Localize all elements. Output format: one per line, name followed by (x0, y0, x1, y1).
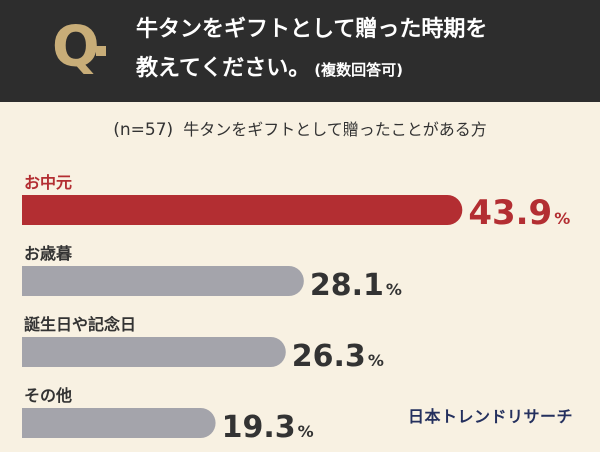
q-dot (96, 46, 106, 56)
category-label: お中元 (24, 173, 72, 192)
question-line2: 教えてください。 (複数回答可) (136, 52, 403, 87)
category-label: その他 (24, 386, 72, 405)
value-label: 26.3% (292, 339, 384, 374)
sample-size: (n=57) (113, 120, 174, 140)
value-unit: % (554, 209, 570, 228)
bar (22, 408, 216, 438)
sample-info: (n=57) 牛タンをギフトとして贈ったことがある方 (0, 118, 600, 142)
bar (22, 337, 286, 367)
value-number: 43.9 (468, 193, 552, 233)
question-line2-text: 教えてください。 (136, 56, 311, 81)
value-label: 19.3% (222, 410, 314, 445)
brand-logo: 日本トレンドリサーチ (408, 407, 574, 426)
question-note: (複数回答可) (314, 61, 403, 79)
value-label: 28.1% (310, 268, 402, 303)
question-line1: 牛タンをギフトとして贈った時期を (136, 17, 488, 42)
category-label: お歳暮 (24, 244, 73, 263)
value-number: 28.1 (310, 268, 384, 303)
question-header: Q 牛タンをギフトとして贈った時期を 教えてください。 (複数回答可) (0, 0, 600, 102)
value-number: 19.3 (222, 410, 296, 445)
category-label: 誕生日や記念日 (24, 315, 136, 334)
value-number: 26.3 (292, 339, 366, 374)
sample-description: 牛タンをギフトとして贈ったことがある方 (183, 120, 487, 139)
q-mark: Q (52, 15, 100, 80)
bar (22, 195, 463, 225)
value-unit: % (386, 280, 402, 299)
value-unit: % (298, 422, 314, 441)
value-unit: % (368, 351, 384, 370)
value-label: 43.9% (468, 193, 570, 233)
bar (22, 266, 304, 296)
